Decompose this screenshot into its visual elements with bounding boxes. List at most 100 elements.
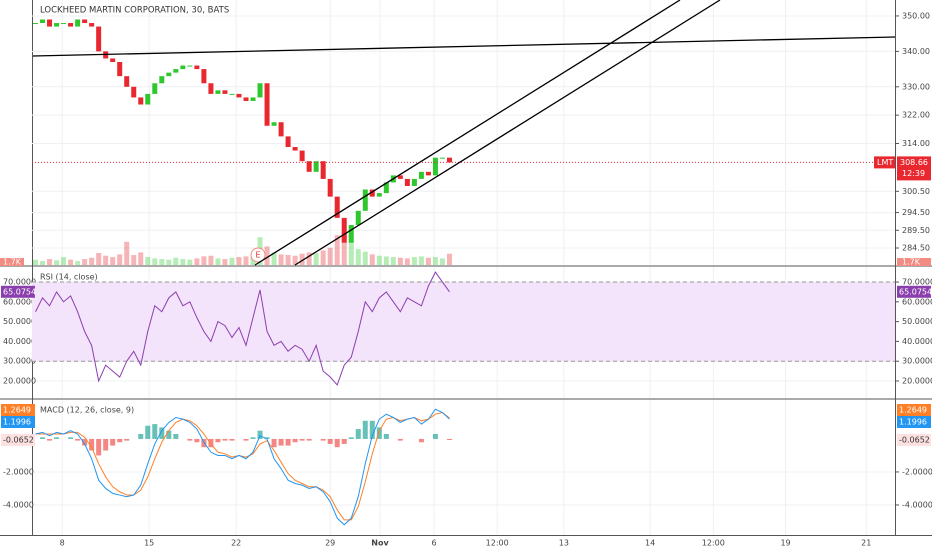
candle <box>278 122 284 137</box>
histogram-bar <box>82 438 88 446</box>
volume-bar <box>89 257 95 265</box>
candle <box>82 19 88 24</box>
volume-bar <box>341 233 347 265</box>
volume-bar <box>75 261 81 265</box>
trend-lines <box>32 0 896 266</box>
candle <box>68 23 74 27</box>
histogram-value-box <box>1 434 35 447</box>
y-tick-label: 30.0000 <box>3 357 36 366</box>
x-tick-label: 8 <box>60 539 65 548</box>
volume-bar <box>68 259 74 265</box>
histogram-bar <box>250 437 256 439</box>
y-tick-label: 314.00 <box>902 139 930 148</box>
volume-bar <box>355 249 361 265</box>
volume-bar <box>411 257 417 265</box>
histogram-bar <box>397 438 403 441</box>
candle <box>222 90 228 94</box>
volume-bar <box>376 255 382 265</box>
candle <box>369 189 375 197</box>
histogram-bar <box>285 438 291 446</box>
candle <box>187 65 193 67</box>
volume-bar <box>215 258 221 265</box>
histogram-bar <box>341 438 347 444</box>
signal-value-box <box>1 404 35 416</box>
histogram-bar <box>110 438 116 446</box>
frame <box>0 0 932 536</box>
volume-label: 1.7K <box>3 258 22 267</box>
volume-bar <box>243 256 249 265</box>
x-tick-label: 19 <box>780 539 790 548</box>
candle <box>61 23 67 25</box>
histogram-bar <box>376 427 382 439</box>
signal-value-box <box>897 404 931 416</box>
y-tick-label: 322.00 <box>902 111 930 120</box>
band <box>32 282 895 362</box>
candle <box>362 189 368 211</box>
macd-value: 1.1996 <box>3 418 31 427</box>
candle <box>348 224 354 243</box>
symbol-label: LMT <box>877 158 893 167</box>
volume-bar <box>327 247 333 265</box>
candle <box>75 19 81 27</box>
histogram-bar <box>159 427 165 439</box>
y-tick-label: 40.0000 <box>902 337 932 346</box>
macd-line <box>35 408 450 526</box>
y-tick-label: 50.0000 <box>3 317 36 326</box>
candle <box>194 65 200 70</box>
candle <box>292 147 298 151</box>
volume-bar <box>397 257 403 265</box>
candle <box>236 93 242 98</box>
rsi-value: 65.0754 <box>899 287 932 296</box>
candle <box>425 171 431 176</box>
candle <box>439 157 445 159</box>
volume-bar <box>425 257 431 265</box>
y-tick-label: 330.00 <box>902 82 930 91</box>
histogram-bar <box>173 433 179 439</box>
rsi-title: RSI (14, close) <box>40 273 98 282</box>
candle <box>404 178 410 186</box>
symbol-box <box>874 156 895 169</box>
x-tick-label: 6 <box>431 539 436 548</box>
histogram-bar <box>89 438 95 451</box>
volume-bar <box>271 252 277 265</box>
histogram-value: -0.0652 <box>899 436 930 445</box>
candle <box>180 65 186 70</box>
volume-bar <box>285 255 291 265</box>
candle <box>383 182 389 194</box>
candle <box>376 193 382 197</box>
candle <box>264 83 270 126</box>
candle <box>271 122 277 126</box>
x-tick-label: Nov <box>371 539 389 548</box>
macd-value-box <box>1 416 35 428</box>
volume-bar <box>96 253 102 265</box>
y-tick-label: 20.0000 <box>3 376 36 385</box>
y-tick-label: -4.0000 <box>3 500 34 509</box>
candle <box>145 93 151 105</box>
candle <box>124 76 130 87</box>
y-tick-label: 60.0000 <box>902 297 932 306</box>
volume-bar <box>292 255 298 265</box>
volume-bar <box>278 254 284 265</box>
candle <box>306 161 312 172</box>
volume-bar <box>103 255 109 265</box>
histogram-bar <box>187 438 193 441</box>
y-tick-label: -2.0000 <box>902 467 932 476</box>
volume-bar <box>236 257 242 265</box>
x-tick-label: 22 <box>231 539 241 548</box>
candle <box>397 175 403 179</box>
histogram-bar <box>264 437 270 439</box>
candle <box>229 93 235 95</box>
volume-bar <box>124 241 130 265</box>
volume-bar <box>194 258 200 265</box>
x-tick-label: 12:00 <box>702 539 725 548</box>
histogram-bar <box>152 424 158 439</box>
macd-title: MACD (12, 26, close, 9) <box>40 406 134 415</box>
candle <box>299 150 305 162</box>
candle <box>243 97 249 101</box>
y-tick-label: 40.0000 <box>3 337 36 346</box>
macd-value-box <box>897 416 931 428</box>
volume-bar <box>306 252 312 265</box>
volume-bar <box>383 256 389 265</box>
candle <box>89 23 95 27</box>
